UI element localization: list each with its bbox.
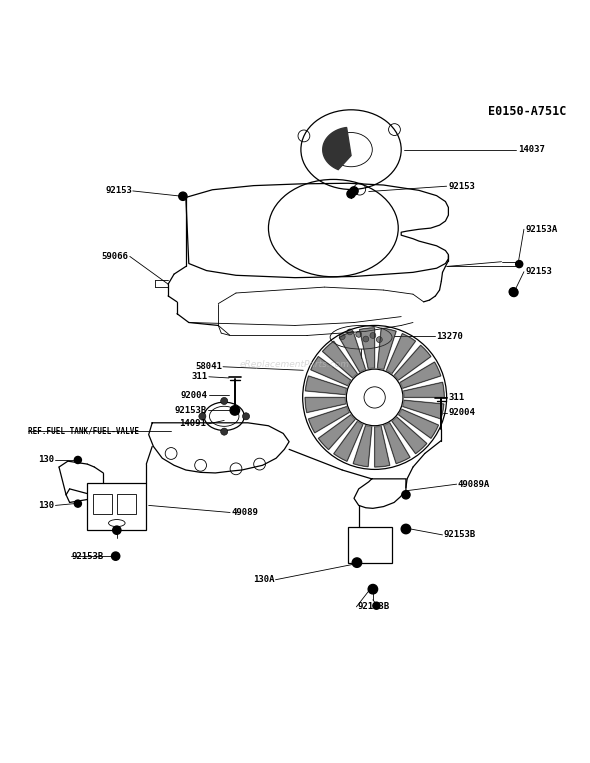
Text: REF.FUEL TANK/FUEL-VALVE: REF.FUEL TANK/FUEL-VALVE	[28, 427, 139, 436]
Polygon shape	[378, 328, 396, 369]
Polygon shape	[309, 407, 349, 433]
Polygon shape	[394, 345, 431, 380]
Polygon shape	[306, 376, 346, 394]
Circle shape	[402, 491, 410, 499]
Circle shape	[199, 413, 206, 420]
Polygon shape	[359, 328, 375, 369]
Text: 130: 130	[38, 501, 54, 510]
Circle shape	[368, 584, 378, 594]
Polygon shape	[392, 417, 427, 454]
Text: 311: 311	[192, 372, 208, 382]
Polygon shape	[305, 398, 346, 413]
Text: 92153B: 92153B	[358, 602, 390, 611]
Circle shape	[401, 524, 411, 534]
Polygon shape	[384, 423, 410, 464]
Text: 130: 130	[38, 456, 54, 465]
Text: 92153B: 92153B	[174, 406, 206, 415]
Circle shape	[376, 336, 382, 343]
Text: 130A: 130A	[253, 575, 274, 584]
Text: 311: 311	[448, 393, 464, 402]
Text: 58041: 58041	[195, 362, 222, 372]
Polygon shape	[404, 382, 444, 398]
Circle shape	[350, 187, 358, 195]
Text: 49089A: 49089A	[458, 480, 490, 488]
Circle shape	[370, 333, 376, 339]
Circle shape	[230, 406, 240, 415]
Text: 92153: 92153	[448, 182, 476, 191]
Circle shape	[221, 398, 228, 404]
Text: 92153B: 92153B	[72, 552, 104, 561]
Text: E0150-A751C: E0150-A751C	[488, 105, 566, 118]
Circle shape	[352, 558, 362, 568]
Circle shape	[510, 288, 518, 297]
Text: 92153B: 92153B	[444, 530, 476, 539]
Circle shape	[373, 602, 380, 609]
Polygon shape	[339, 331, 366, 372]
Circle shape	[74, 456, 81, 463]
Text: 92004: 92004	[448, 408, 476, 417]
Text: 14037: 14037	[518, 145, 545, 154]
Text: 92004: 92004	[181, 391, 208, 400]
Text: 49089: 49089	[231, 508, 258, 517]
Polygon shape	[353, 426, 372, 467]
Polygon shape	[323, 127, 351, 169]
Circle shape	[356, 331, 362, 337]
Text: 92153: 92153	[106, 186, 133, 195]
Polygon shape	[386, 333, 415, 374]
Text: 59066: 59066	[101, 252, 129, 261]
Polygon shape	[334, 421, 363, 462]
Polygon shape	[322, 341, 358, 378]
Text: 14091: 14091	[179, 420, 206, 429]
Polygon shape	[319, 415, 355, 449]
Circle shape	[113, 526, 121, 534]
Text: 92153: 92153	[525, 267, 552, 276]
Circle shape	[347, 329, 353, 335]
Circle shape	[221, 428, 228, 435]
Circle shape	[363, 336, 369, 342]
Text: eReplacementParts.com: eReplacementParts.com	[240, 360, 350, 369]
Polygon shape	[311, 356, 351, 386]
Circle shape	[516, 260, 523, 268]
Circle shape	[242, 413, 250, 420]
Circle shape	[74, 500, 81, 507]
Circle shape	[112, 552, 120, 560]
Polygon shape	[398, 409, 438, 439]
Text: 92153A: 92153A	[525, 225, 558, 233]
Circle shape	[509, 288, 517, 296]
Polygon shape	[375, 427, 390, 467]
Polygon shape	[403, 401, 444, 419]
Text: 13270: 13270	[437, 332, 464, 340]
Circle shape	[179, 192, 187, 201]
Circle shape	[347, 190, 355, 198]
Polygon shape	[400, 362, 441, 388]
Circle shape	[339, 333, 345, 340]
